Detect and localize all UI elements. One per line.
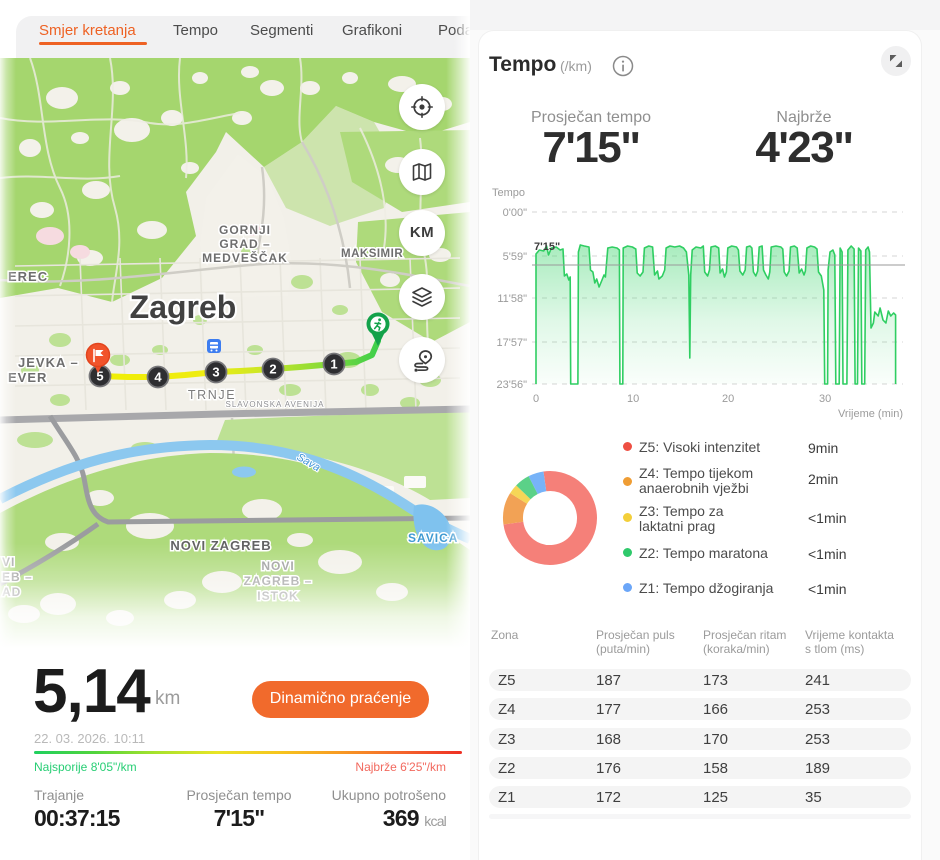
svg-text:MEDVEŠČAK: MEDVEŠČAK <box>202 250 288 265</box>
svg-text:30: 30 <box>819 393 831 405</box>
svg-text:GRAD –: GRAD – <box>219 237 270 251</box>
svg-text:5'59": 5'59" <box>503 251 527 263</box>
svg-text:23'56": 23'56" <box>497 379 528 391</box>
svg-text:10: 10 <box>627 393 639 405</box>
svg-text:0: 0 <box>533 393 539 405</box>
svg-text:MAKSIMIR: MAKSIMIR <box>341 248 403 260</box>
svg-text:3: 3 <box>212 365 219 380</box>
svg-text:SLAVONSKA AVENIJA: SLAVONSKA AVENIJA <box>226 400 325 409</box>
svg-text:11'58": 11'58" <box>497 293 527 305</box>
svg-text:Vrijeme (min): Vrijeme (min) <box>838 408 903 420</box>
svg-text:4: 4 <box>154 370 162 385</box>
svg-text:1: 1 <box>330 357 337 372</box>
svg-text:JEVKA –: JEVKA – <box>18 355 79 370</box>
svg-text:7'15": 7'15" <box>534 241 560 253</box>
svg-text:SAVICA: SAVICA <box>408 531 458 545</box>
svg-text:20: 20 <box>722 393 734 405</box>
svg-text:2: 2 <box>269 362 276 377</box>
svg-text:EREC: EREC <box>8 269 48 284</box>
svg-text:17'57": 17'57" <box>497 337 528 349</box>
svg-text:Tempo: Tempo <box>492 187 525 199</box>
svg-text:TRNJE: TRNJE <box>188 388 236 402</box>
svg-text:EVER: EVER <box>8 370 47 385</box>
svg-text:0'00": 0'00" <box>503 207 527 219</box>
svg-text:5: 5 <box>96 369 103 384</box>
svg-text:Zagreb: Zagreb <box>130 289 237 325</box>
svg-text:GORNJI: GORNJI <box>219 223 271 237</box>
